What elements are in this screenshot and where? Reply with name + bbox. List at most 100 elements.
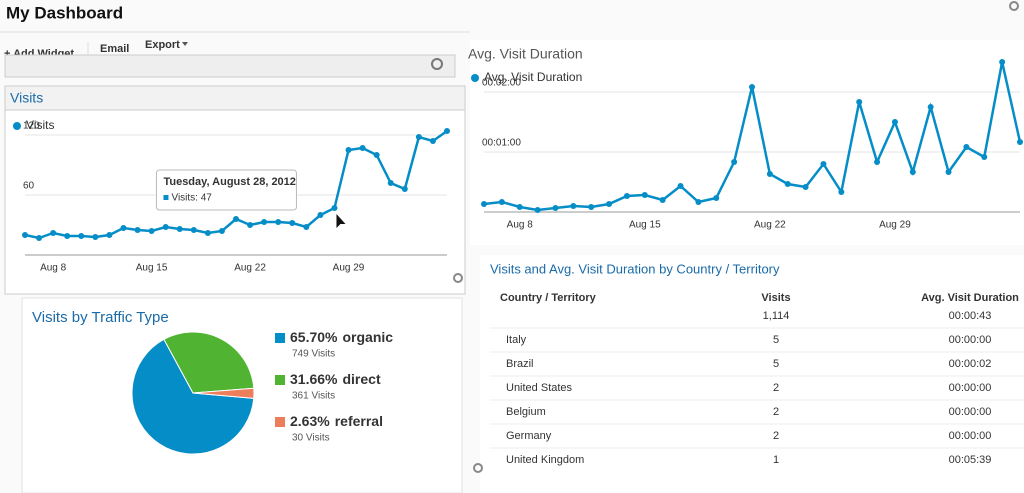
point — [659, 197, 666, 203]
point — [784, 181, 791, 187]
point — [36, 235, 43, 241]
point — [623, 193, 630, 199]
settings-icon[interactable] — [1009, 1, 1019, 11]
point — [373, 152, 380, 158]
point — [415, 134, 422, 140]
point — [345, 147, 352, 153]
table-cell: United States — [506, 382, 573, 394]
point — [401, 186, 408, 192]
x-tick-label: Aug 8 — [507, 220, 534, 231]
x-tick-label: Aug 8 — [40, 263, 67, 274]
table-cell: Brazil — [506, 358, 534, 370]
settings-icon[interactable] — [473, 463, 483, 473]
table-cell: 1 — [773, 454, 779, 466]
point — [317, 212, 324, 218]
point — [856, 99, 863, 105]
point — [695, 199, 702, 205]
point — [820, 161, 827, 167]
point — [444, 128, 450, 134]
point — [713, 195, 720, 201]
point — [677, 183, 684, 189]
table-cell: Italy — [506, 334, 527, 346]
point — [749, 84, 755, 90]
table-cell: 5 — [773, 334, 779, 346]
y-tick-label: 120 — [23, 121, 40, 132]
legend-swatch — [275, 375, 285, 385]
widget-toolbar — [4, 54, 456, 78]
table-cell: 00:00:00 — [949, 406, 992, 418]
pie-slice — [192, 387, 255, 399]
table-cell: 2 — [773, 430, 779, 442]
legend-value: 2.63% — [290, 413, 330, 429]
x-tick-label: Aug 22 — [754, 220, 786, 231]
legend-value: 65.70% — [290, 329, 338, 345]
column-header: Visits — [761, 292, 790, 304]
point — [50, 230, 57, 236]
x-tick-label: Aug 22 — [234, 263, 266, 274]
point — [275, 219, 282, 225]
visits-widget — [4, 85, 466, 295]
pie-slice — [163, 331, 255, 394]
table-cell: Belgium — [506, 406, 546, 418]
table-cell: 00:00:00 — [949, 430, 992, 442]
legend-label: Visits — [26, 118, 54, 132]
point — [22, 232, 28, 238]
total-cell: 1,114 — [763, 310, 790, 322]
settings-icon[interactable] — [431, 58, 443, 70]
point — [874, 159, 881, 165]
point — [289, 220, 296, 226]
table-cell: 5 — [773, 358, 779, 370]
export-button[interactable]: Export — [145, 39, 180, 51]
point — [481, 201, 487, 207]
x-tick-label: Aug 15 — [629, 220, 661, 231]
legend-count: 30 Visits — [292, 433, 330, 444]
point — [148, 228, 155, 234]
y-tick-label: 00:01:00 — [482, 138, 521, 149]
point — [359, 145, 366, 151]
legend-label: Avg. Visit Duration — [484, 70, 582, 84]
table-cell: 2 — [773, 382, 779, 394]
y-tick-label: 00:02:00 — [482, 78, 521, 89]
point — [802, 184, 809, 190]
tooltip-marker — [163, 195, 169, 200]
tooltip-title: Tuesday, August 28, 2012 — [163, 176, 295, 188]
point — [247, 222, 254, 228]
widget-title: Visits — [10, 90, 43, 106]
point — [1017, 139, 1023, 145]
point — [429, 138, 436, 144]
point — [218, 228, 225, 234]
table-cell: 2 — [773, 406, 779, 418]
point — [999, 59, 1006, 65]
point — [204, 230, 211, 236]
point — [92, 234, 99, 240]
x-tick-label: Aug 29 — [879, 220, 911, 231]
email-button[interactable]: Email — [100, 43, 129, 55]
legend-label: 65.70% organic — [290, 329, 393, 345]
point — [303, 224, 310, 230]
point — [331, 205, 338, 211]
point — [927, 104, 934, 110]
point — [963, 144, 970, 150]
point — [909, 169, 916, 175]
dropdown-arrow — [182, 42, 188, 46]
point — [261, 219, 268, 225]
widget-title: Visits by Traffic Type — [32, 309, 169, 326]
legend-name: referral — [335, 413, 383, 429]
x-tick-label: Aug 15 — [136, 263, 168, 274]
point — [945, 169, 952, 175]
point — [387, 180, 394, 186]
table-cell: Germany — [506, 430, 552, 442]
tooltip — [155, 169, 297, 211]
settings-icon[interactable] — [453, 273, 463, 283]
table-title: Visits and Avg. Visit Duration by Countr… — [490, 261, 780, 276]
legend-name: organic — [342, 329, 393, 345]
point — [498, 199, 505, 205]
point — [891, 119, 898, 125]
widget-header — [4, 85, 466, 111]
legend-swatch — [275, 417, 285, 427]
y-tick-label: 60 — [23, 181, 35, 192]
point — [176, 226, 183, 232]
legend-name: direct — [342, 371, 380, 387]
point — [731, 159, 738, 165]
